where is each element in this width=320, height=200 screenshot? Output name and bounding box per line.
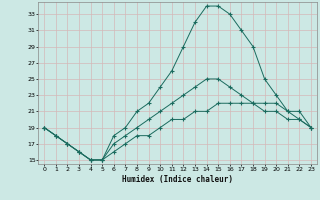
X-axis label: Humidex (Indice chaleur): Humidex (Indice chaleur) xyxy=(122,175,233,184)
